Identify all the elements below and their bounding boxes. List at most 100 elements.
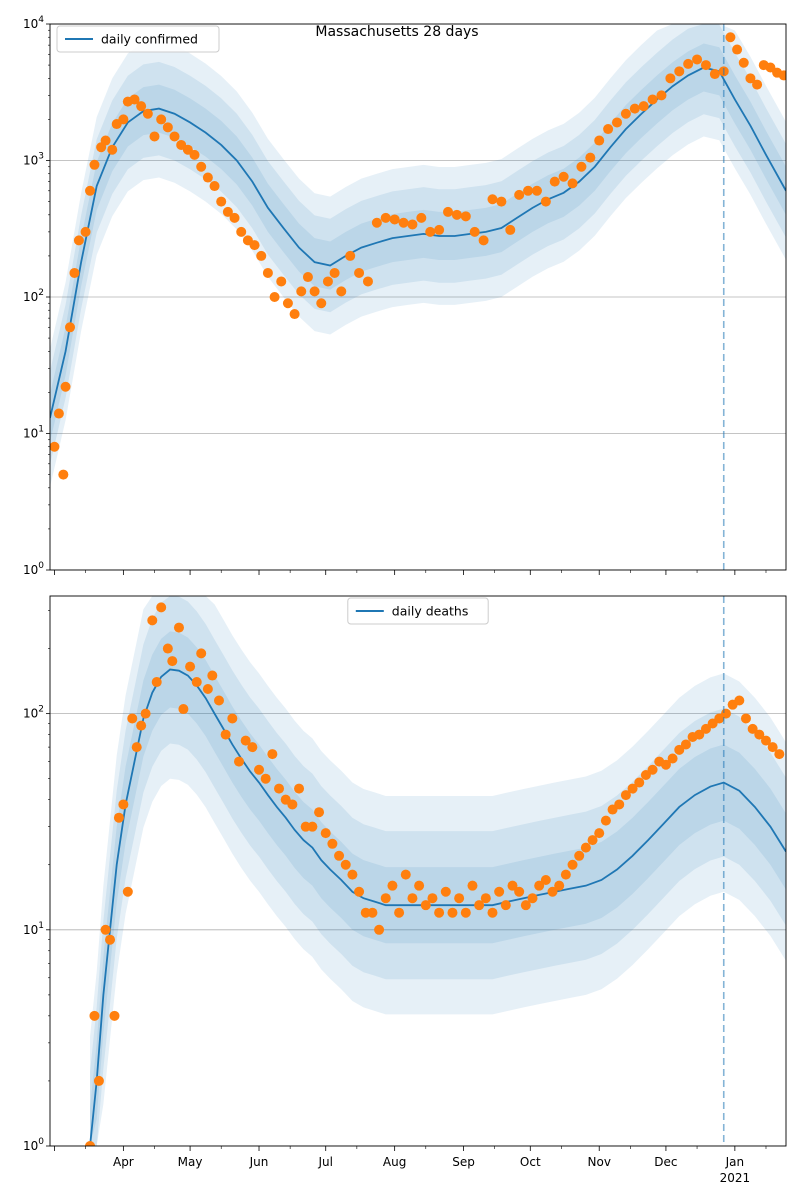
observed-point: [131, 742, 142, 753]
plot-area: [50, 596, 786, 1146]
observed-point: [327, 838, 338, 849]
observed-point: [354, 267, 365, 278]
observed-point: [240, 735, 251, 746]
observed-point: [207, 670, 218, 681]
observed-point: [603, 124, 614, 135]
observed-point: [496, 196, 507, 207]
plot-area: [50, 24, 786, 570]
x-tick-label: Aug: [383, 1155, 406, 1169]
observed-point: [380, 893, 391, 904]
observed-point: [692, 54, 703, 65]
observed-point: [540, 874, 551, 885]
observed-point: [367, 907, 378, 918]
observed-point: [505, 224, 516, 235]
observed-point: [140, 708, 151, 719]
observed-point: [594, 135, 605, 146]
observed-point: [738, 57, 749, 68]
observed-point: [136, 101, 147, 112]
observed-point: [576, 161, 587, 172]
legend: daily confirmed: [56, 25, 220, 53]
observed-point: [420, 900, 431, 911]
uncertainty-band-2: [50, 24, 786, 465]
observed-point: [767, 742, 778, 753]
observed-point: [196, 648, 207, 659]
observed-point: [434, 907, 445, 918]
observed-point: [50, 441, 60, 452]
observed-point: [558, 171, 569, 182]
observed-point: [309, 286, 320, 297]
observed-point: [725, 32, 736, 43]
observed-point: [236, 226, 247, 237]
observed-point: [407, 219, 418, 230]
observed-point: [478, 235, 489, 246]
observed-point: [185, 661, 196, 672]
observed-point: [109, 1010, 120, 1021]
x-tick-label: Nov: [588, 1155, 611, 1169]
observed-point: [69, 267, 80, 278]
observed-point: [73, 235, 84, 246]
observed-point: [467, 880, 478, 891]
observed-point: [142, 108, 153, 119]
observed-point: [89, 1010, 100, 1021]
observed-point: [254, 764, 265, 775]
x-tick-label: Jun: [249, 1155, 269, 1169]
observed-point: [647, 94, 658, 105]
observed-point: [594, 828, 605, 839]
observed-point: [149, 131, 160, 142]
observed-point: [234, 756, 245, 767]
observed-point: [178, 704, 189, 715]
observed-point: [680, 739, 691, 750]
observed-point: [507, 880, 518, 891]
observed-point: [474, 900, 485, 911]
observed-point: [220, 729, 231, 740]
observed-point: [416, 212, 427, 223]
observed-point: [634, 777, 645, 788]
observed-point: [629, 103, 640, 114]
observed-point: [260, 773, 271, 784]
observed-point: [487, 907, 498, 918]
observed-point: [547, 886, 558, 897]
observed-point: [454, 893, 465, 904]
observed-point: [567, 178, 578, 189]
observed-point: [256, 250, 267, 261]
observed-point: [162, 643, 173, 654]
observed-point: [222, 206, 233, 217]
observed-point: [656, 90, 667, 101]
observed-point: [100, 135, 111, 146]
observed-point: [53, 408, 64, 419]
observed-point: [469, 226, 480, 237]
observed-point: [500, 900, 511, 911]
x-year-label: 2021: [720, 1171, 751, 1185]
observed-point: [216, 196, 227, 207]
observed-point: [156, 602, 167, 613]
observed-point: [554, 880, 565, 891]
observed-point: [425, 226, 436, 237]
observed-point: [640, 770, 651, 781]
observed-point: [574, 850, 585, 861]
observed-point: [580, 842, 591, 853]
y-tick-label: 102: [23, 705, 44, 721]
observed-point: [754, 729, 765, 740]
axes-frame: [49, 595, 787, 1147]
observed-point: [191, 677, 202, 688]
x-tick-label: Oct: [520, 1155, 541, 1169]
observed-point: [80, 226, 91, 237]
y-tick-label: 103: [23, 152, 44, 168]
observed-point: [427, 893, 438, 904]
observed-point: [127, 713, 138, 724]
observed-point: [443, 206, 454, 217]
y-tick-label: 101: [23, 921, 44, 937]
observed-point: [89, 159, 100, 170]
observed-point: [314, 807, 325, 818]
observed-point: [527, 893, 538, 904]
uncertainty-band-3: [90, 631, 786, 1146]
observed-point: [567, 859, 578, 870]
legend-box: [56, 25, 220, 53]
y-tick-label: 100: [23, 1137, 44, 1153]
observed-point: [173, 622, 184, 633]
observed-point: [249, 240, 260, 251]
observed-point: [407, 893, 418, 904]
observed-point: [700, 60, 711, 71]
observed-point: [600, 815, 611, 826]
observed-point: [65, 322, 76, 333]
